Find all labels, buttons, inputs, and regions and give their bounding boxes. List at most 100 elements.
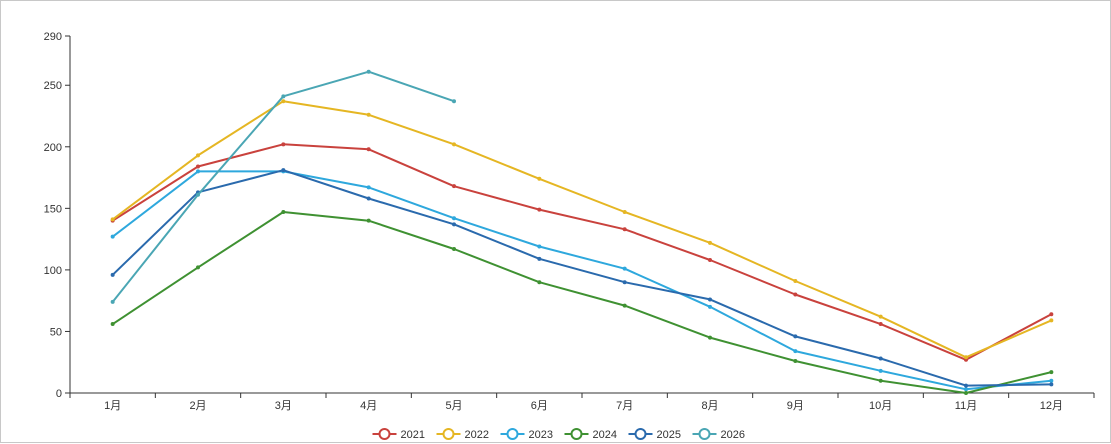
- data-point-2024: [622, 303, 627, 308]
- data-point-2025: [452, 222, 456, 227]
- x-tick-label: 1月: [104, 400, 121, 412]
- series-line-2021: [112, 143, 1052, 361]
- data-point-2021: [793, 292, 798, 297]
- data-point-2023: [708, 304, 712, 309]
- data-point-2023: [878, 368, 883, 373]
- legend-marker-2026[interactable]: [698, 428, 711, 440]
- legend-marker-2025[interactable]: [634, 428, 647, 440]
- x-tick-label: 6月: [531, 400, 548, 412]
- data-point-2023: [110, 234, 115, 239]
- data-point-2023: [622, 266, 627, 271]
- data-point-2022: [196, 153, 200, 158]
- legend-label-2026[interactable]: 2026: [721, 429, 745, 441]
- y-tick-label: 50: [50, 326, 62, 338]
- data-point-2023: [452, 216, 456, 221]
- data-point-2025: [366, 196, 371, 201]
- data-point-2021: [537, 207, 542, 212]
- series-line-2024: [112, 211, 1052, 394]
- data-point-2026: [366, 69, 371, 74]
- x-tick-label: 2月: [189, 400, 206, 412]
- data-point-2023: [366, 185, 371, 190]
- data-point-2024: [110, 322, 115, 327]
- data-point-2026: [196, 192, 200, 197]
- data-point-2021: [708, 258, 712, 263]
- data-point-2025: [964, 383, 968, 388]
- data-point-2022: [281, 99, 286, 104]
- x-tick-label: 8月: [701, 400, 718, 412]
- data-point-2022: [793, 278, 798, 283]
- data-point-2021: [878, 322, 883, 327]
- legend-label-2024[interactable]: 2024: [593, 429, 617, 441]
- series-line-2025: [112, 169, 1052, 387]
- data-point-2022: [878, 314, 883, 319]
- legend-marker-2024[interactable]: [570, 428, 583, 440]
- data-point-2025: [281, 168, 286, 173]
- data-point-2021: [1049, 312, 1054, 317]
- data-point-2021: [622, 227, 627, 232]
- data-point-2026: [281, 94, 286, 99]
- data-point-2024: [281, 210, 286, 215]
- y-tick-label: 100: [44, 265, 62, 277]
- data-point-2024: [708, 335, 712, 340]
- x-tick-label: 10月: [869, 400, 892, 412]
- x-tick-label: 9月: [787, 400, 804, 412]
- data-point-2024: [537, 280, 542, 285]
- data-point-2021: [281, 142, 286, 147]
- legend-marker-2021[interactable]: [378, 428, 391, 440]
- series-line-2026: [111, 70, 455, 303]
- data-point-2023: [964, 387, 968, 392]
- data-point-2024: [1049, 370, 1054, 375]
- data-point-2022: [110, 217, 115, 222]
- data-point-2025: [622, 280, 627, 285]
- x-tick-label: 12月: [1040, 400, 1063, 412]
- y-tick-label: 150: [44, 203, 62, 215]
- x-tick-label: 7月: [616, 400, 633, 412]
- series-line-2023: [112, 170, 1052, 391]
- data-point-2024: [793, 358, 798, 363]
- legend-marker-2023[interactable]: [506, 428, 519, 440]
- legend-label-2025[interactable]: 2025: [657, 429, 681, 441]
- data-point-2023: [1049, 378, 1054, 383]
- x-tick-label: 11月: [955, 400, 977, 412]
- data-point-2022: [622, 210, 627, 215]
- data-point-2023: [537, 244, 542, 249]
- data-point-2022: [708, 240, 712, 245]
- legend-label-2023[interactable]: 2023: [529, 429, 553, 441]
- data-point-2022: [366, 112, 371, 117]
- series-line-2022: [112, 100, 1052, 359]
- legend-marker-2022[interactable]: [442, 428, 455, 440]
- data-point-2024: [366, 218, 371, 223]
- data-point-2021: [196, 164, 200, 169]
- data-point-2025: [793, 334, 798, 339]
- data-point-2024: [452, 246, 456, 251]
- y-tick-label: 250: [44, 80, 62, 92]
- data-point-2025: [110, 272, 115, 277]
- y-tick-label: 0: [56, 388, 62, 400]
- data-point-2023: [196, 169, 200, 174]
- data-point-2021: [366, 147, 371, 152]
- data-point-2022: [964, 355, 968, 360]
- y-tick-label: 200: [44, 142, 62, 154]
- legend-label-2022[interactable]: 2022: [465, 429, 489, 441]
- x-tick-label: 4月: [360, 400, 377, 412]
- data-point-2022: [452, 142, 456, 147]
- x-tick-label: 5月: [445, 400, 462, 412]
- data-point-2025: [708, 297, 712, 302]
- data-point-2025: [878, 356, 883, 361]
- data-point-2024: [878, 378, 883, 383]
- data-point-2026: [110, 299, 115, 304]
- data-point-2022: [537, 176, 542, 181]
- data-point-2025: [1049, 382, 1054, 387]
- x-tick-label: 3月: [275, 400, 292, 412]
- data-point-2025: [537, 256, 542, 261]
- data-point-2024: [196, 265, 200, 270]
- y-tick-label: 290: [44, 31, 62, 43]
- data-point-2022: [1049, 318, 1054, 323]
- data-point-2026: [452, 99, 456, 104]
- data-point-2024: [964, 391, 968, 395]
- data-point-2023: [793, 349, 798, 354]
- data-point-2021: [452, 184, 456, 189]
- legend-label-2021[interactable]: 2021: [401, 429, 425, 441]
